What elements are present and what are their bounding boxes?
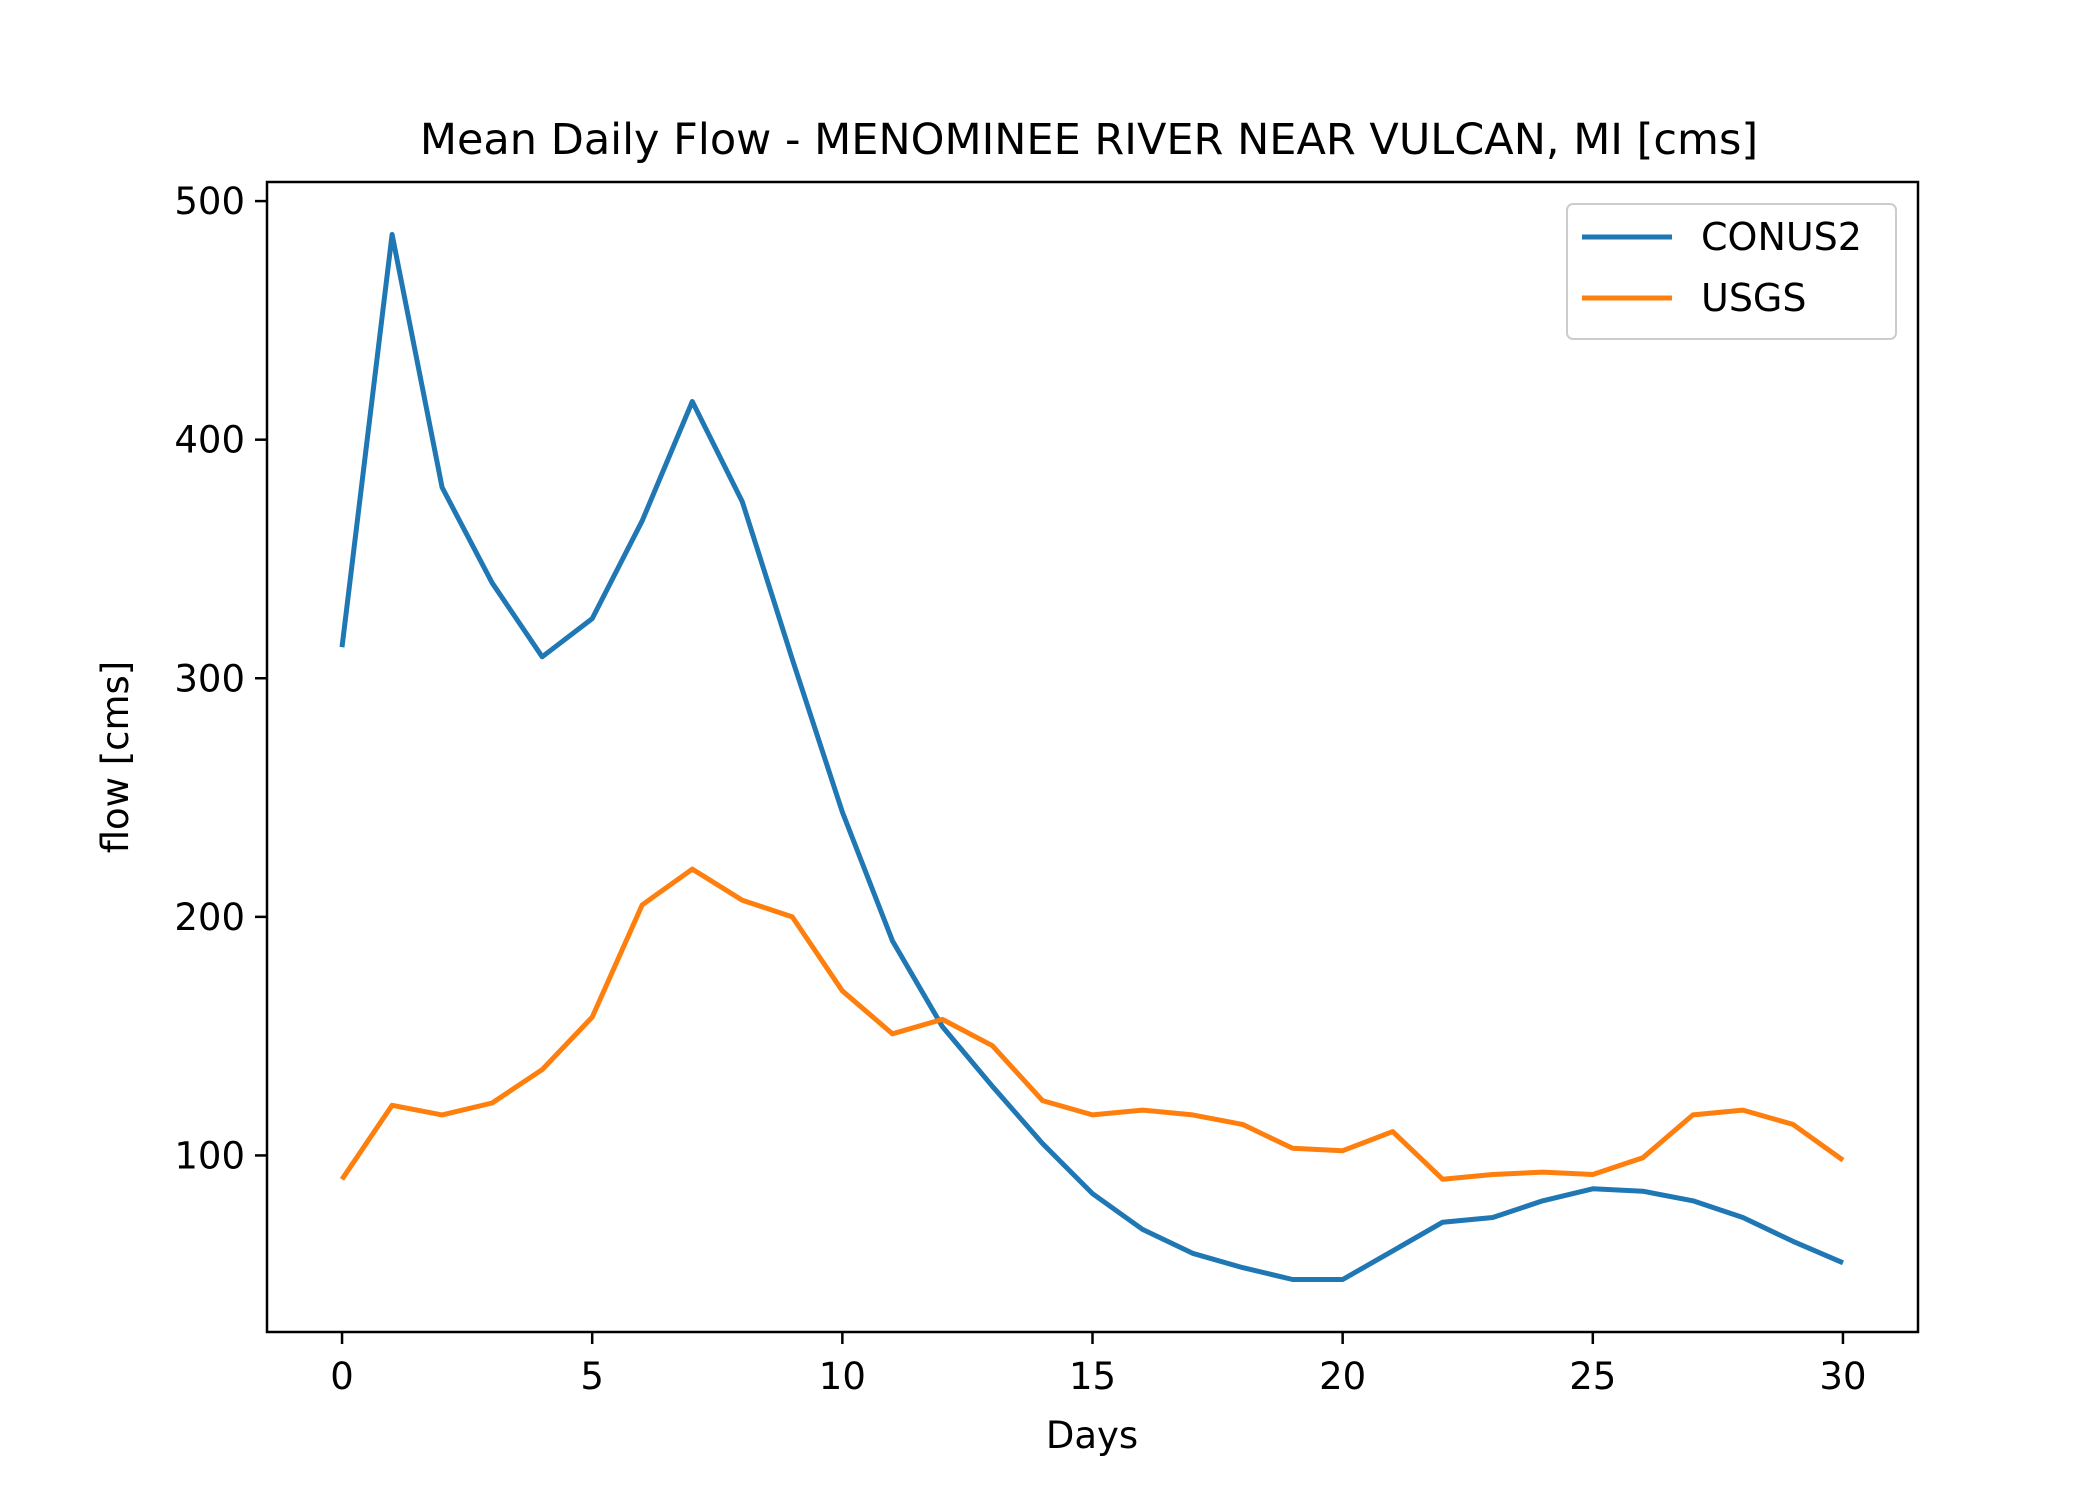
y-axis: 100 200 300 400 500: [174, 180, 267, 1177]
x-tick-label: 5: [580, 1355, 604, 1398]
legend: CONUS2 USGS: [1566, 203, 1897, 340]
x-tick-label: 25: [1569, 1355, 1616, 1398]
legend-label-usgs: USGS: [1701, 276, 1807, 320]
plot-frame: [265, 180, 1920, 1334]
x-tick-label: 10: [819, 1355, 866, 1398]
y-tick-label: 200: [174, 896, 245, 939]
x-tick-label: 15: [1069, 1355, 1116, 1398]
x-tick-label: 0: [330, 1355, 354, 1398]
x-tick-label: 20: [1319, 1355, 1366, 1398]
y-tick-label: 400: [174, 419, 245, 462]
x-axis-label: Days: [1046, 1414, 1138, 1457]
x-axis: 0 5 10 15 20 25 30: [330, 1332, 1867, 1398]
y-axis-label: flow [cms]: [94, 661, 137, 854]
x-tick-label: 30: [1819, 1355, 1866, 1398]
series-line-conus2: [339, 232, 1844, 1282]
series-lines: [339, 232, 1845, 1282]
chart-title: Mean Daily Flow - MENOMINEE RIVER NEAR V…: [420, 115, 1758, 165]
series-line-usgs: [339, 866, 1845, 1182]
y-tick-label: 300: [174, 657, 245, 700]
y-tick-label: 100: [174, 1134, 245, 1177]
legend-label-conus2: CONUS2: [1701, 215, 1862, 259]
y-tick-label: 500: [174, 180, 245, 223]
